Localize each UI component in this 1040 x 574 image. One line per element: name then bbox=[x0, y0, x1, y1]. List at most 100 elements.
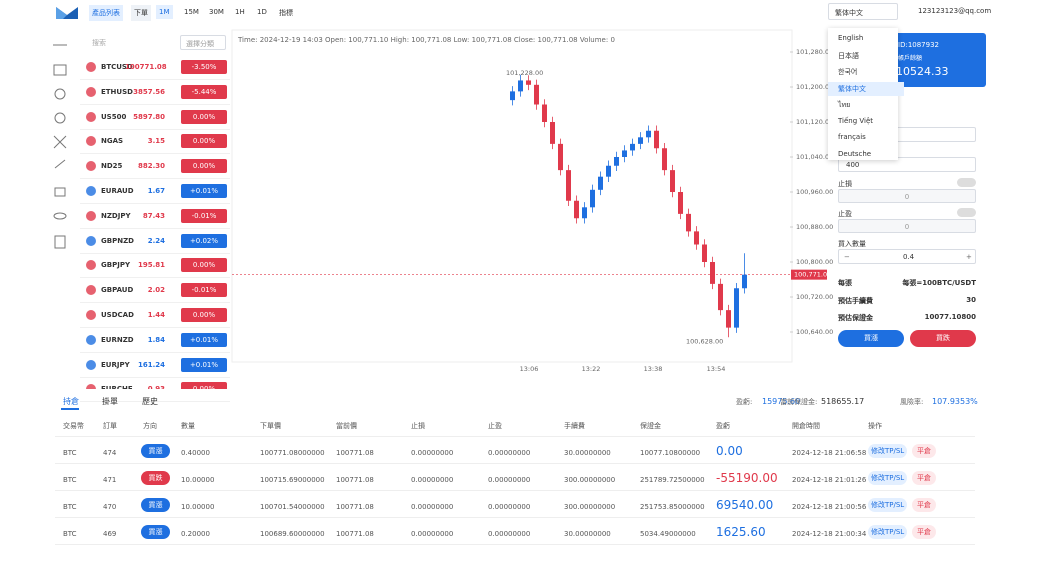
edit-tpsl-button[interactable]: 修改TP/SL bbox=[868, 525, 908, 539]
top-tab[interactable]: 15M bbox=[184, 8, 199, 16]
language-option[interactable]: Tiếng Việt bbox=[838, 116, 874, 125]
top-tab[interactable]: 1H bbox=[235, 8, 245, 16]
language-option[interactable]: Deutsche bbox=[838, 149, 872, 158]
balance-label: 帳戶餘額 bbox=[898, 55, 923, 62]
table-header: 數量 bbox=[181, 422, 195, 430]
language-option[interactable]: français bbox=[838, 133, 866, 141]
product-name[interactable]: ND25 bbox=[101, 162, 123, 171]
close-button[interactable]: 平倉 bbox=[912, 498, 936, 512]
candle-body bbox=[622, 150, 627, 157]
close-button[interactable]: 平倉 bbox=[912, 525, 936, 539]
pnl-value: 69540.00 bbox=[716, 498, 774, 512]
product-name[interactable]: GBPAUD bbox=[101, 286, 134, 295]
product-name[interactable]: EURAUD bbox=[101, 187, 134, 195]
cell: 251753.85000000 bbox=[640, 503, 705, 511]
cell: 30.00000000 bbox=[564, 530, 611, 538]
cell: 0.00000000 bbox=[411, 530, 454, 538]
product-change: -5.44% bbox=[181, 84, 227, 99]
candle-body bbox=[582, 207, 587, 219]
product-name[interactable]: ETHUSD bbox=[101, 87, 133, 96]
product-name[interactable]: EURJPY bbox=[101, 360, 130, 369]
qty-plus[interactable]: + bbox=[966, 253, 972, 261]
margin-total: 518655.17 bbox=[821, 397, 865, 406]
product-price: 87.43 bbox=[142, 211, 165, 220]
table-header: 止損 bbox=[411, 422, 425, 430]
top-tab[interactable]: 指標 bbox=[279, 9, 293, 17]
candle-body bbox=[702, 244, 707, 262]
language-option[interactable]: ไทย bbox=[838, 101, 851, 109]
language-menu: English 日本語 한국어 繁体中文 ไทย Tiếng Việt français De… bbox=[828, 28, 904, 160]
edit-tpsl-button[interactable]: 修改TP/SL bbox=[868, 498, 908, 512]
row-divider bbox=[80, 79, 230, 80]
active-tab-underline bbox=[61, 408, 79, 410]
y-tick-label: 101,120.00 bbox=[796, 118, 833, 126]
product-name[interactable]: US500 bbox=[101, 112, 127, 121]
product-name[interactable]: EURNZD bbox=[101, 335, 134, 344]
tp-label: 止盈 bbox=[838, 210, 852, 218]
product-change: 0.00% bbox=[181, 159, 227, 174]
side-badge: 買漲 bbox=[141, 525, 170, 539]
edit-tpsl-button[interactable]: 修改TP/SL bbox=[868, 444, 908, 458]
table-header: 訂單 bbox=[103, 422, 117, 430]
row-divider bbox=[80, 401, 230, 403]
candle-body bbox=[718, 283, 723, 311]
position-tab[interactable]: 歷史 bbox=[142, 397, 158, 406]
product-price: 3857.56 bbox=[133, 87, 165, 96]
cell: 2024-12-18 21:06:58 bbox=[792, 449, 867, 457]
balance: 10524.33 bbox=[896, 65, 949, 78]
product-name[interactable]: BTCUSD bbox=[101, 63, 133, 71]
top-tab[interactable]: 30M bbox=[209, 8, 224, 16]
buy-down-button[interactable]: 買跌 bbox=[910, 330, 976, 347]
filter-select[interactable]: 選擇分類 bbox=[180, 35, 226, 50]
tp-toggle[interactable] bbox=[957, 208, 976, 217]
x-tick-label: 13:06 bbox=[520, 365, 539, 373]
candle-body bbox=[542, 104, 547, 122]
language-option[interactable]: 繁体中文 bbox=[828, 81, 904, 96]
top-tab[interactable]: 1D bbox=[257, 8, 267, 16]
table-header: 開倉時間 bbox=[792, 422, 820, 430]
product-icon bbox=[86, 334, 96, 345]
risk: 107.9353% bbox=[932, 397, 978, 406]
language-option[interactable]: English bbox=[838, 34, 864, 42]
sl-input[interactable]: 0 bbox=[838, 189, 976, 203]
cell: 471 bbox=[103, 476, 117, 484]
top-tab[interactable]: 下單 bbox=[131, 5, 151, 21]
edit-tpsl-button[interactable]: 修改TP/SL bbox=[868, 471, 908, 485]
tp-input[interactable]: 0 bbox=[838, 219, 976, 233]
product-icon bbox=[86, 111, 96, 122]
top-tab[interactable]: 產品列表 bbox=[89, 5, 123, 21]
row-divider bbox=[80, 153, 230, 155]
position-tab[interactable]: 持倉 bbox=[63, 397, 79, 406]
leverage-select[interactable]: 400 bbox=[838, 157, 976, 172]
product-icon bbox=[86, 86, 96, 97]
candle-body bbox=[558, 143, 563, 171]
cell: 2024-12-18 21:00:34 bbox=[792, 530, 867, 538]
product-name[interactable]: NGAS bbox=[101, 137, 124, 146]
side-badge: 買跌 bbox=[141, 471, 170, 485]
top-tab[interactable]: 1M bbox=[156, 5, 173, 19]
candle-body bbox=[646, 130, 651, 138]
buy-up-button[interactable]: 買漲 bbox=[838, 330, 904, 347]
language-option[interactable]: 한국어 bbox=[838, 68, 858, 76]
language-select[interactable]: 繁体中文 bbox=[828, 3, 898, 20]
search-box[interactable]: 搜索 bbox=[87, 35, 170, 56]
product-change: +0.01% bbox=[181, 184, 227, 198]
list-cover bbox=[80, 389, 232, 401]
product-change: +0.02% bbox=[181, 233, 227, 248]
product-name[interactable]: USDCAD bbox=[101, 311, 134, 319]
product-name[interactable]: NZDJPY bbox=[101, 211, 131, 220]
language-option[interactable]: 日本語 bbox=[838, 51, 859, 60]
product-name[interactable]: GBPJPY bbox=[101, 261, 131, 270]
close-button[interactable]: 平倉 bbox=[912, 444, 936, 458]
table-header: 下單價 bbox=[260, 422, 281, 430]
row-divider bbox=[55, 490, 975, 491]
qty-value[interactable]: 0.4 bbox=[903, 253, 915, 261]
product-price: 1.67 bbox=[147, 187, 165, 195]
position-tab[interactable]: 掛單 bbox=[102, 397, 118, 406]
product-name[interactable]: GBPNZD bbox=[101, 236, 134, 245]
close-button[interactable]: 平倉 bbox=[912, 471, 936, 485]
qty-minus[interactable]: − bbox=[844, 253, 850, 261]
sl-toggle[interactable] bbox=[957, 178, 976, 187]
cell: 100715.69000000 bbox=[260, 476, 325, 484]
row-divider bbox=[80, 103, 230, 105]
